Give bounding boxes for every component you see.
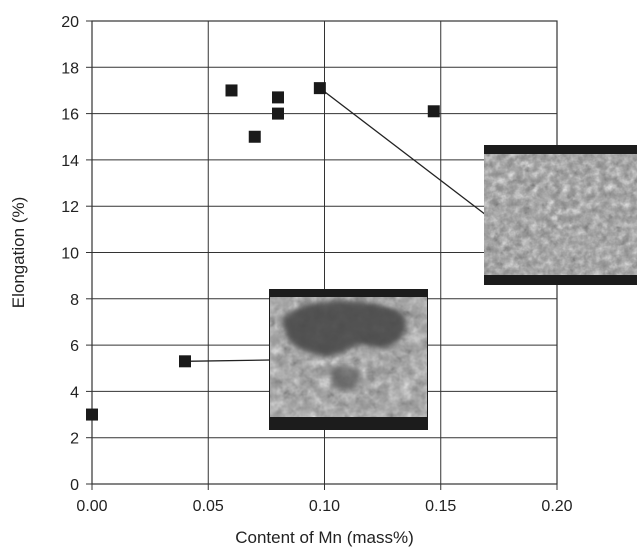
micrograph-inset-coarse bbox=[269, 289, 428, 430]
y-axis-label: Elongation (%) bbox=[9, 197, 28, 309]
data-point-marker bbox=[86, 408, 98, 421]
y-tick-label: 12 bbox=[61, 199, 79, 216]
y-tick-label: 14 bbox=[61, 153, 79, 170]
y-tick-label: 6 bbox=[70, 338, 79, 355]
grid bbox=[86, 20, 558, 490]
y-tick-label: 20 bbox=[61, 14, 79, 31]
data-point-marker bbox=[427, 105, 440, 118]
data-point-marker bbox=[179, 355, 191, 368]
data-point-marker bbox=[272, 91, 284, 104]
data-point-marker bbox=[313, 82, 326, 95]
tick-labels: 0.00 0.05 0.10 0.15 0.20 0 2 4 6 8 10 12 14 16 18 20 bbox=[61, 14, 572, 515]
data-point-marker bbox=[225, 84, 238, 97]
x-tick-label: 0.00 bbox=[76, 498, 107, 515]
x-axis-label: Content of Mn (mass%) bbox=[235, 528, 414, 547]
x-tick-label: 0.20 bbox=[541, 498, 572, 515]
data-point-marker bbox=[272, 107, 284, 120]
data-point-marker bbox=[248, 130, 261, 143]
leader-line-fine bbox=[319, 87, 487, 216]
y-tick-label: 2 bbox=[70, 431, 79, 448]
y-tick-label: 18 bbox=[61, 60, 79, 77]
y-tick-label: 0 bbox=[70, 477, 79, 494]
x-tick-label: 0.10 bbox=[309, 498, 340, 515]
x-tick-label: 0.05 bbox=[193, 498, 224, 515]
leader-lines bbox=[184, 87, 487, 362]
micrograph-inset-fine bbox=[484, 145, 637, 285]
data-markers bbox=[86, 82, 440, 421]
y-tick-label: 4 bbox=[70, 384, 79, 401]
y-tick-label: 8 bbox=[70, 292, 79, 309]
y-tick-label: 10 bbox=[61, 246, 79, 263]
leader-line-coarse bbox=[184, 359, 271, 362]
y-tick-label: 16 bbox=[61, 107, 79, 124]
x-tick-label: 0.15 bbox=[425, 498, 456, 515]
